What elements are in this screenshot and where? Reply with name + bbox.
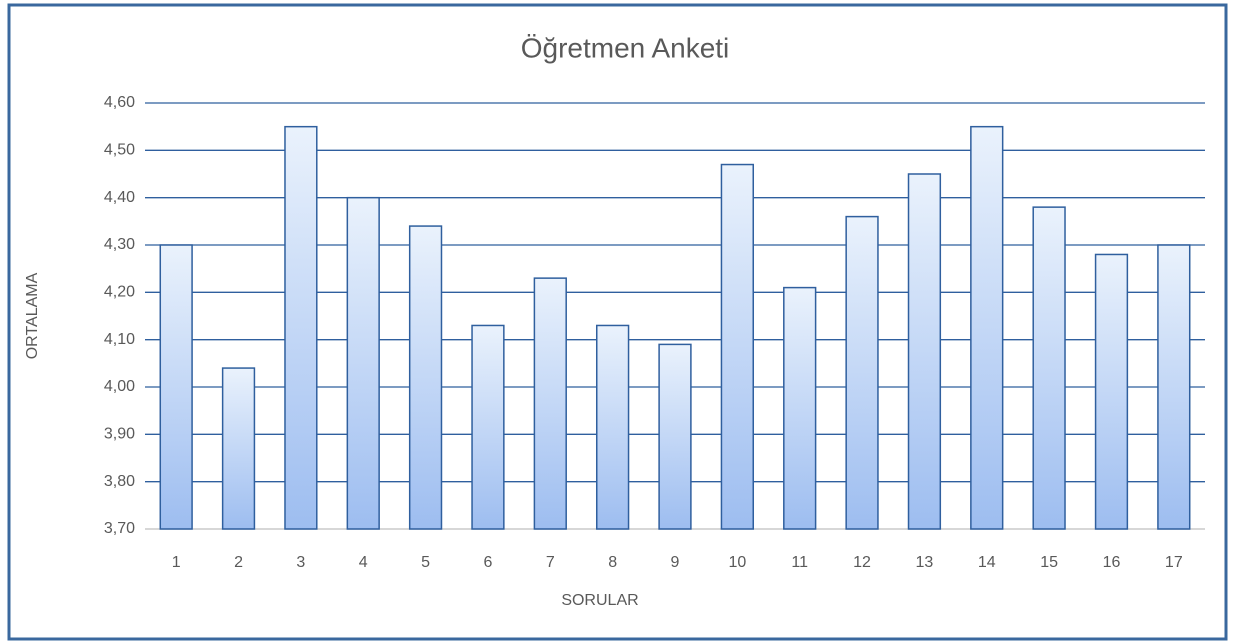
y-tick-label: 3,90 bbox=[104, 426, 135, 443]
x-tick-label: 4 bbox=[359, 554, 368, 571]
y-tick-label: 4,20 bbox=[104, 284, 135, 301]
bar bbox=[533, 277, 567, 530]
bar bbox=[471, 324, 505, 530]
x-tick-label: 16 bbox=[1103, 554, 1121, 571]
bar bbox=[1032, 206, 1066, 530]
bar bbox=[1157, 244, 1191, 530]
y-tick-label: 4,10 bbox=[104, 331, 135, 348]
bar bbox=[845, 215, 879, 530]
bar bbox=[346, 196, 380, 530]
bar bbox=[783, 286, 817, 530]
x-tick-label: 2 bbox=[234, 554, 243, 571]
y-tick-label: 4,60 bbox=[104, 94, 135, 111]
x-tick-label: 17 bbox=[1165, 554, 1183, 571]
x-tick-label: 5 bbox=[421, 554, 430, 571]
y-tick-label: 4,00 bbox=[104, 378, 135, 395]
chart-frame bbox=[7, 3, 1228, 641]
x-tick-label: 3 bbox=[296, 554, 305, 571]
bar bbox=[159, 244, 193, 530]
x-tick-label: 13 bbox=[916, 554, 934, 571]
bar bbox=[408, 225, 443, 530]
chart-title: Öğretmen Anketi bbox=[521, 32, 730, 63]
y-tick-label: 4,50 bbox=[104, 142, 135, 159]
x-tick-label: 7 bbox=[546, 554, 555, 571]
y-tick-label: 3,70 bbox=[104, 520, 135, 537]
x-tick-label: 12 bbox=[853, 554, 871, 571]
y-tick-label: 4,30 bbox=[104, 236, 135, 253]
y-tick-label: 4,40 bbox=[104, 189, 135, 206]
bar bbox=[907, 173, 942, 530]
x-tick-label: 14 bbox=[978, 554, 996, 571]
x-tick-label: 11 bbox=[791, 554, 808, 571]
bar bbox=[720, 163, 755, 530]
x-axis-label: SORULAR bbox=[561, 592, 638, 609]
x-tick-label: 10 bbox=[728, 554, 746, 571]
bar bbox=[221, 367, 256, 530]
bar bbox=[970, 125, 1004, 530]
x-tick-label: 6 bbox=[483, 554, 492, 571]
bar bbox=[658, 343, 692, 530]
bar bbox=[1094, 253, 1129, 530]
bar bbox=[284, 125, 318, 530]
y-axis-label: ORTALAMA bbox=[24, 272, 41, 359]
bar bbox=[595, 324, 630, 530]
y-tick-label: 3,80 bbox=[104, 473, 135, 490]
x-tick-label: 8 bbox=[608, 554, 617, 571]
x-tick-label: 9 bbox=[671, 554, 680, 571]
x-tick-label: 15 bbox=[1040, 554, 1058, 571]
x-tick-label: 1 bbox=[172, 554, 181, 571]
